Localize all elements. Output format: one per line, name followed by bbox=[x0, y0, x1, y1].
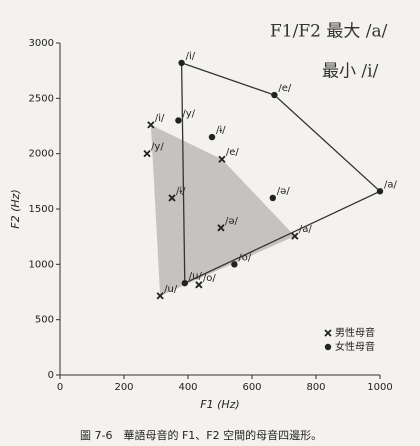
point-label: /u/ bbox=[189, 271, 203, 282]
x-tick-label: 400 bbox=[178, 382, 197, 393]
x-tick-label: 800 bbox=[306, 382, 325, 393]
point-label: /e/ bbox=[226, 147, 240, 158]
point-label: /y/ bbox=[151, 142, 164, 153]
female-point bbox=[376, 188, 384, 195]
y-tick-label: 500 bbox=[35, 315, 54, 326]
x-tick-label: 200 bbox=[114, 382, 133, 393]
point-label: /o/ bbox=[203, 273, 216, 284]
point-label: /a/ bbox=[384, 179, 397, 190]
y-tick-label: 2500 bbox=[29, 93, 54, 104]
annotation: F1/F2 最大 /a/ bbox=[270, 22, 388, 42]
female-point bbox=[271, 91, 278, 99]
point-label: /i/ bbox=[155, 113, 165, 124]
x-axis-label: F1 (Hz) bbox=[200, 398, 239, 411]
female-point bbox=[178, 59, 185, 67]
point-label: /a/ bbox=[299, 224, 312, 235]
point-label: /y/ bbox=[182, 108, 195, 119]
legend-label: 男性母音 bbox=[335, 326, 375, 339]
female-point bbox=[181, 279, 188, 287]
y-tick-label: 2000 bbox=[29, 149, 54, 160]
male-point bbox=[195, 281, 203, 289]
male-point bbox=[291, 232, 299, 240]
legend-marker bbox=[324, 343, 332, 351]
x-tick-label: 600 bbox=[242, 382, 261, 393]
male-point bbox=[143, 150, 151, 158]
female-point bbox=[269, 194, 276, 202]
male-point bbox=[156, 292, 164, 300]
point-label: /o/ bbox=[238, 252, 251, 263]
male-point bbox=[218, 155, 226, 163]
point-label: /ə/ bbox=[277, 186, 291, 197]
annotation: 最小 /i/ bbox=[322, 62, 379, 82]
y-tick-label: 1000 bbox=[29, 259, 54, 270]
point-label: /u/ bbox=[164, 284, 178, 295]
point-label: /e/ bbox=[278, 83, 292, 94]
point-label: /ɨ/ bbox=[216, 125, 226, 136]
male-point bbox=[168, 194, 176, 202]
point-label: /i/ bbox=[186, 51, 196, 62]
y-tick-label: 1500 bbox=[29, 204, 54, 215]
female-point bbox=[208, 133, 216, 141]
caption: 圖 7-6 華語母音的 F1、F2 空間的母音四邊形。 bbox=[80, 428, 322, 442]
point-label: /ɨ/ bbox=[176, 186, 186, 197]
legend-marker bbox=[324, 329, 332, 337]
point-label: /ə/ bbox=[225, 216, 239, 227]
male-vowel-area bbox=[150, 124, 295, 296]
x-tick-label: 0 bbox=[57, 382, 63, 393]
female-point bbox=[175, 117, 182, 124]
female-point bbox=[231, 261, 238, 268]
male-point bbox=[217, 224, 225, 232]
y-tick-label: 3000 bbox=[29, 38, 54, 49]
x-tick-label: 1000 bbox=[367, 382, 392, 393]
male-point bbox=[147, 121, 155, 129]
legend-label: 女性母音 bbox=[335, 340, 375, 353]
y-axis-label: F2 (Hz) bbox=[9, 189, 22, 228]
y-tick-label: 0 bbox=[48, 370, 54, 381]
